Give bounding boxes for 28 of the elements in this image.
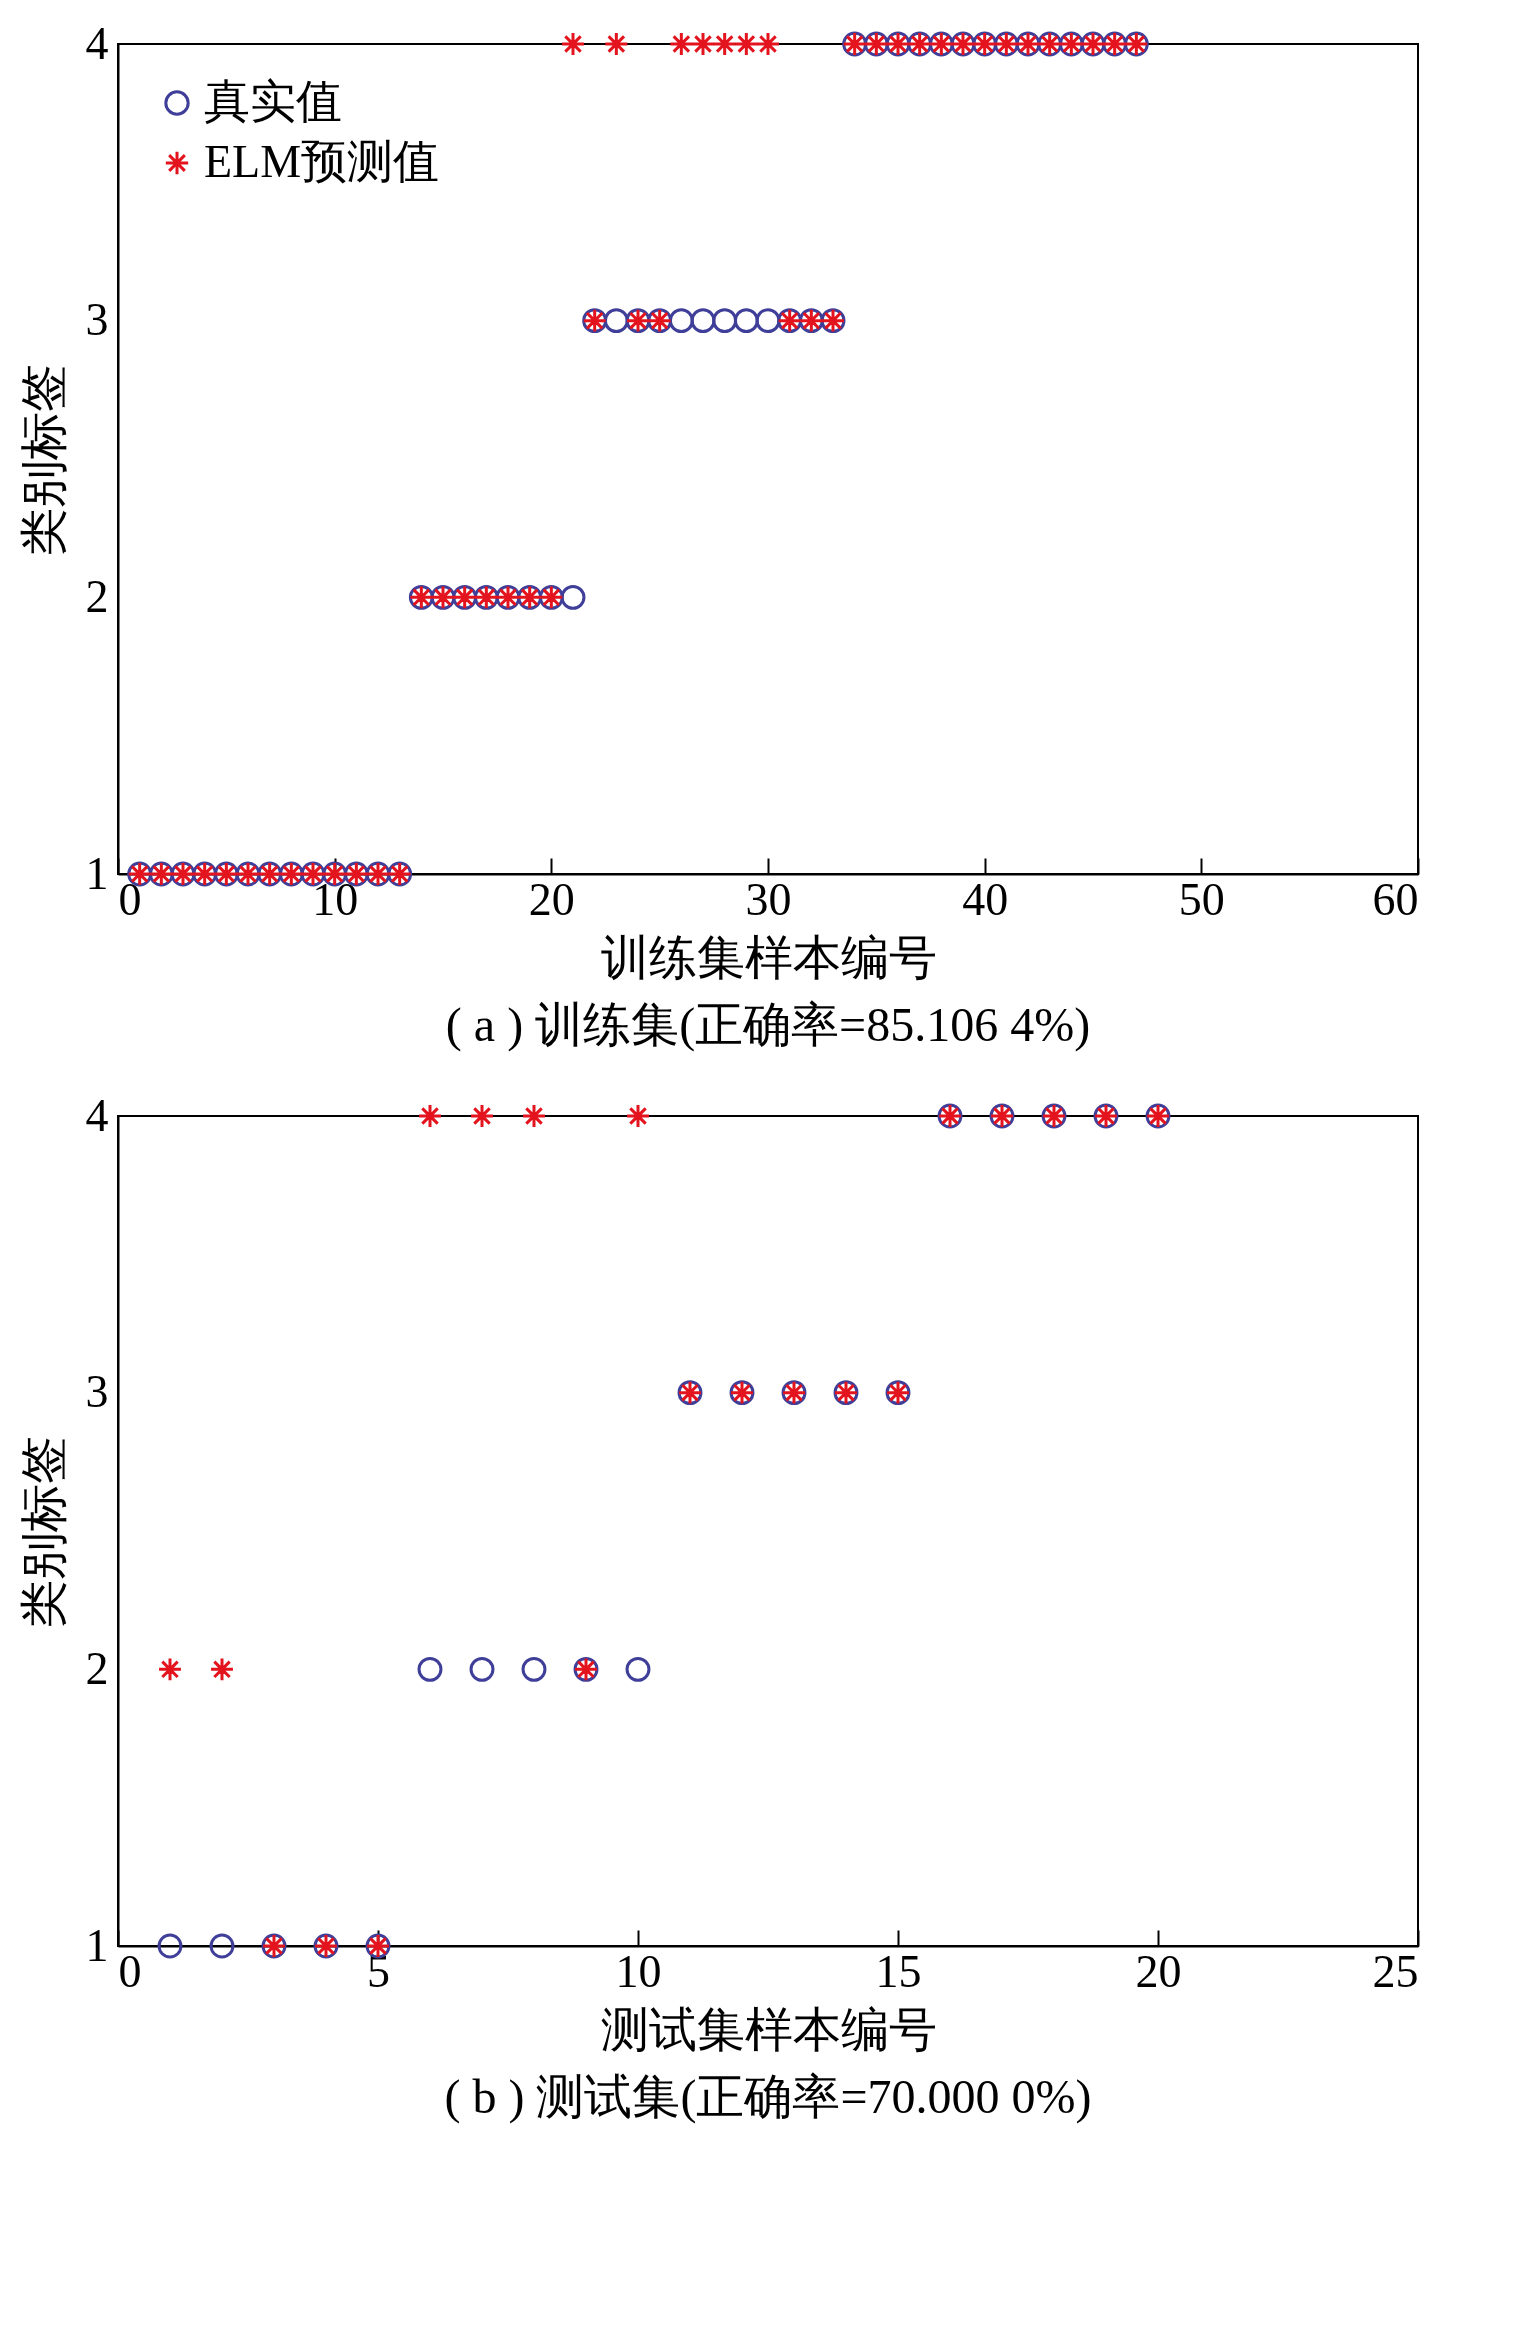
x-tick-label: 10	[312, 873, 359, 925]
y-tick-label: 1	[85, 1919, 109, 1971]
y-tick-label: 4	[85, 1089, 109, 1141]
y-tick-label: 3	[85, 294, 109, 346]
x-tick-label: 20	[1135, 1945, 1182, 1997]
x-tick-label: 30	[745, 873, 792, 925]
x-tick-label: 0	[118, 1945, 142, 1997]
legend-label: ELM预测值	[204, 136, 440, 187]
text: ( b ) 测试集(正确率=70.000 0%)	[444, 2070, 1092, 2124]
x-tick-label: 0	[118, 873, 142, 925]
y-tick-label: 4	[85, 17, 109, 69]
text: ( a ) 训练集(正确率=85.106 4%)	[445, 998, 1091, 1052]
y-tick-label: 1	[85, 847, 109, 899]
x-tick-label: 15	[875, 1945, 922, 1997]
x-axis-title: 测试集样本编号	[600, 2002, 937, 2056]
x-tick-label: 25	[1372, 1945, 1419, 1997]
x-tick-label: 60	[1372, 873, 1419, 925]
x-tick-label: 20	[528, 873, 575, 925]
legend-label: 真实值	[204, 76, 342, 127]
y-tick-label: 2	[85, 1642, 109, 1694]
x-axis-title: 训练集样本编号	[600, 930, 937, 984]
x-tick-label: 50	[1178, 873, 1225, 925]
y-tick-label: 2	[85, 570, 109, 622]
x-tick-label: 40	[962, 873, 1009, 925]
y-tick-label: 3	[85, 1366, 109, 1418]
y-axis-title: 类别标签	[16, 1435, 70, 1628]
x-tick-label: 10	[615, 1945, 662, 1997]
y-axis-title: 类别标签	[16, 363, 70, 556]
